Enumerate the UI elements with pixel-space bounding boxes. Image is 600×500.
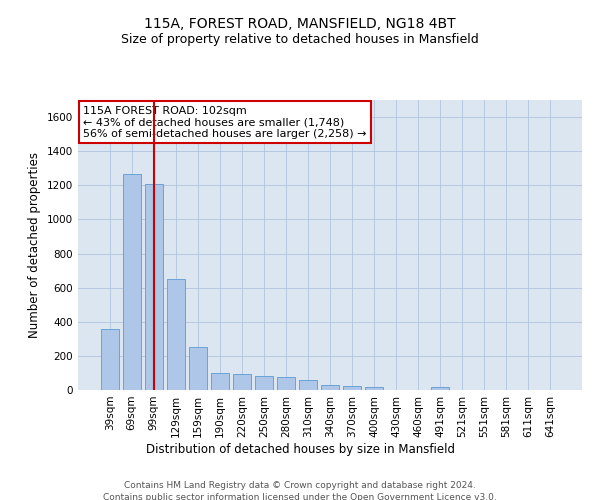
Bar — [431, 388, 449, 390]
Bar — [211, 373, 229, 390]
Bar — [299, 380, 317, 390]
Text: Size of property relative to detached houses in Mansfield: Size of property relative to detached ho… — [121, 32, 479, 46]
Text: Contains public sector information licensed under the Open Government Licence v3: Contains public sector information licen… — [103, 492, 497, 500]
Bar — [343, 386, 361, 390]
Bar — [233, 374, 251, 390]
Text: Distribution of detached houses by size in Mansfield: Distribution of detached houses by size … — [146, 442, 455, 456]
Bar — [365, 387, 383, 390]
Text: Contains HM Land Registry data © Crown copyright and database right 2024.: Contains HM Land Registry data © Crown c… — [124, 481, 476, 490]
Bar — [167, 279, 185, 390]
Bar — [277, 377, 295, 390]
Bar — [255, 376, 273, 390]
Bar — [189, 346, 206, 390]
Bar — [145, 184, 163, 390]
Bar — [123, 174, 140, 390]
Bar — [101, 328, 119, 390]
Text: 115A, FOREST ROAD, MANSFIELD, NG18 4BT: 115A, FOREST ROAD, MANSFIELD, NG18 4BT — [144, 18, 456, 32]
Text: 115A FOREST ROAD: 102sqm
← 43% of detached houses are smaller (1,748)
56% of sem: 115A FOREST ROAD: 102sqm ← 43% of detach… — [83, 106, 367, 139]
Bar — [321, 385, 339, 390]
Y-axis label: Number of detached properties: Number of detached properties — [28, 152, 41, 338]
